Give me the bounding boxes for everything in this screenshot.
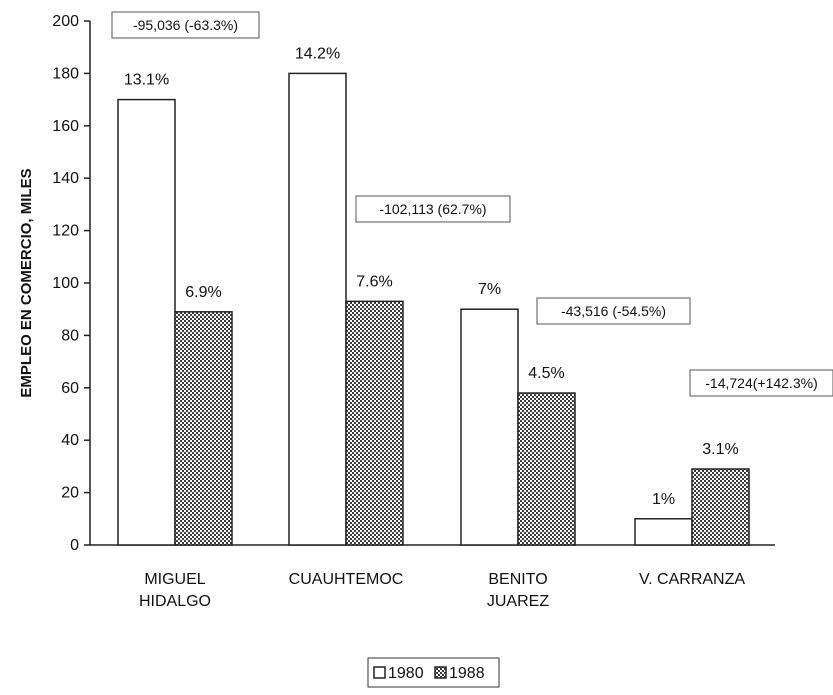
data-label-1980-1: 14.2% <box>295 45 340 62</box>
data-label-1980-3: 1% <box>652 491 675 508</box>
y-tick-label: 40 <box>61 432 79 449</box>
data-label-1988-2: 4.5% <box>528 365 564 382</box>
annotation-text: -95,036 (-63.3%) <box>133 17 238 33</box>
category-label: JUAREZ <box>487 593 549 610</box>
annotation-box <box>536 297 691 325</box>
legend-box <box>367 657 500 688</box>
data-label-1980-2: 7% <box>478 281 501 298</box>
legend-swatch-1980 <box>373 666 386 679</box>
y-tick-label: 60 <box>61 380 79 397</box>
bar-1988-2 <box>517 392 576 546</box>
category-label: MIGUEL <box>144 571 205 588</box>
bars <box>117 72 750 546</box>
data-labels: 13.1% 14.2% 7% 1% 6.9% 7.6% 4.5% 3.1% <box>124 45 739 507</box>
annotation-box <box>689 369 833 397</box>
legend-swatch-1988 <box>434 666 447 679</box>
y-axis-title: EMPLEO EN COMERCIO, MILES <box>18 168 35 397</box>
y-tick-label: 180 <box>52 65 79 82</box>
bar-1980-2 <box>460 308 519 546</box>
y-tick-label: 0 <box>70 537 79 554</box>
category-label: BENITO <box>488 571 547 588</box>
x-axis-labels: MIGUEL HIDALGO CUAUHTEMOC BENITO JUAREZ V. CA… <box>139 571 745 610</box>
legend-label-1988: 1988 <box>449 665 485 682</box>
category-label: CUAUHTEMOC <box>289 571 404 588</box>
y-axis: 0 20 40 60 80 100 120 140 160 180 200 <box>52 13 775 554</box>
annotation-text: -14,724(+142.3%) <box>705 375 817 391</box>
annotation-box <box>355 195 511 223</box>
annotation-text: -43,516 (-54.5%) <box>561 303 666 319</box>
y-tick-label: 120 <box>52 223 79 240</box>
data-label-1988-3: 3.1% <box>702 441 738 458</box>
annotation-text: -102,113 (62.7%) <box>379 201 486 217</box>
bar-1988-0 <box>174 311 233 546</box>
y-tick-label: 80 <box>61 327 79 344</box>
category-label: V. CARRANZA <box>639 571 745 588</box>
y-tick-label: 160 <box>52 118 79 135</box>
y-tick-label: 100 <box>52 275 79 292</box>
data-label-1980-0: 13.1% <box>124 72 169 89</box>
y-tick-label: 140 <box>52 170 79 187</box>
y-tick-label: 20 <box>61 485 79 502</box>
bar-1980-0 <box>117 98 176 546</box>
legend-label-1980: 1980 <box>388 665 424 682</box>
bar-1988-3 <box>691 468 750 546</box>
legend: 1980 1988 <box>367 657 500 688</box>
bar-1980-3 <box>634 518 693 546</box>
y-tick-label: 200 <box>52 13 79 30</box>
category-label: HIDALGO <box>139 593 211 610</box>
data-label-1988-0: 6.9% <box>185 284 221 301</box>
annotations: -95,036 (-63.3%) -102,113 (62.7%) -43,516 … <box>111 11 833 397</box>
annotation-box <box>111 11 260 39</box>
data-label-1988-1: 7.6% <box>356 273 392 290</box>
bar-1988-1 <box>345 300 404 546</box>
bar-1980-1 <box>288 72 347 546</box>
